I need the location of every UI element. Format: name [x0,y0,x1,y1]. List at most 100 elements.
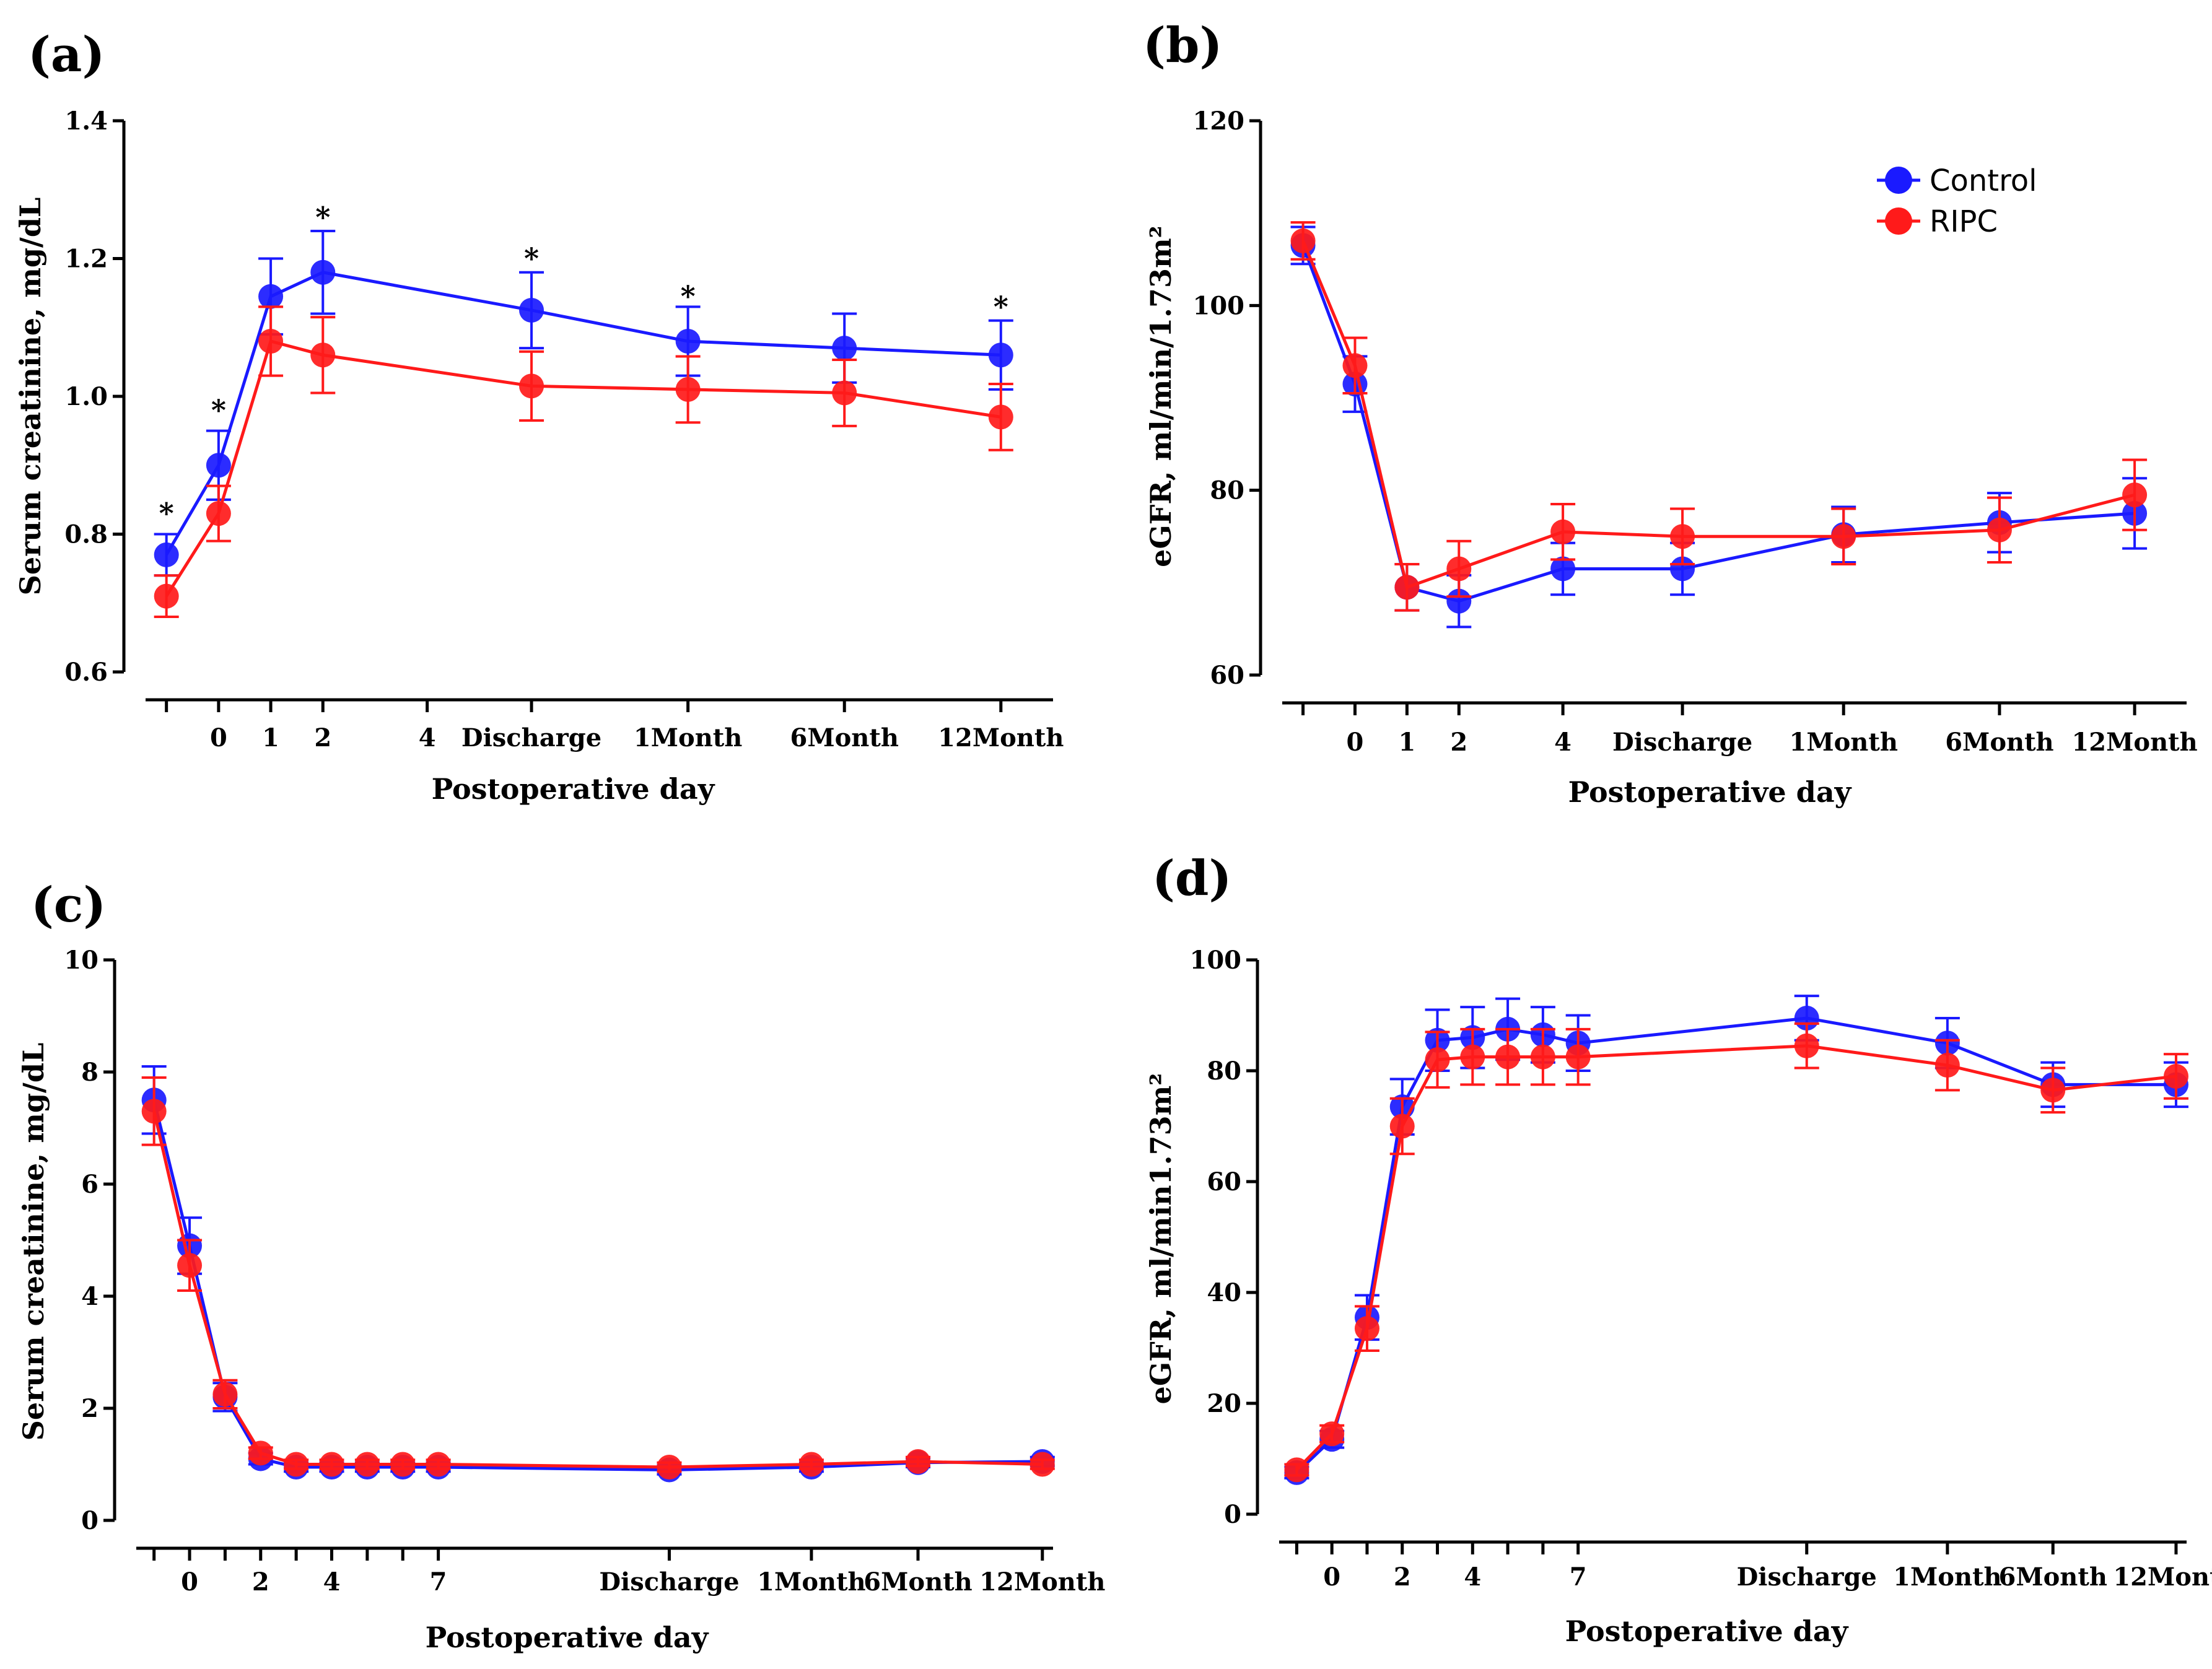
legend-control-marker [1885,167,1912,194]
series-ripc-point [1446,556,1472,582]
legend: Control RIPC [1877,163,2037,239]
y-tick-label: 20 [1207,1389,1241,1418]
series-control-point [154,542,179,567]
x-tick-label: 6Month [1945,728,2053,757]
series-ripc-point [310,342,336,368]
series-control-line [165,271,1001,556]
series-ripc-point [390,1452,416,1477]
y-tick-label: 0 [1224,1500,1241,1529]
series-control-point [519,297,544,323]
series-ripc-point [1319,1421,1345,1447]
series-ripc-point [832,380,857,406]
x-tick-label: 4 [1464,1562,1481,1592]
chart-a-creatinine: 0.6 0.8 1.0 1.2 1.4 0 1 2 4 Discharge 1Month 6Month… [14,107,1064,806]
x-tick-label: Discharge [461,723,601,752]
series-ripc-point [1831,524,1856,549]
series-ripc-point [1354,1316,1379,1341]
x-axis-title: Postoperative day [432,772,715,806]
legend-ripc-marker [1885,207,1912,235]
y-tick-label: 10 [64,946,98,975]
series-ripc-point [319,1452,344,1477]
y-axis-title: eGFR, ml/min1.73m² [1144,1073,1178,1405]
significance-marker: * [211,393,226,427]
x-axis-title: Postoperative day [426,1621,709,1654]
y-tick-label: 4 [81,1282,98,1311]
y-tick-label: 60 [1210,661,1244,690]
x-tick-label: 4 [1554,728,1572,757]
y-tick-label: 80 [1210,476,1244,505]
series-ripc-point [354,1452,380,1477]
series-ripc-point [1934,1053,1960,1078]
x-tick-label: 2 [1450,728,1467,757]
x-tick-label: 2 [314,723,331,752]
series-ripc-point [258,329,284,354]
series-ripc-point [1794,1033,1819,1058]
panel-label-d: (d) [1152,850,1231,907]
x-tick-label: 6Month [790,723,898,752]
series-ripc-point [1342,353,1368,378]
y-axis-title: eGFR, ml/min/1.73m² [1144,225,1178,567]
series-ripc-point [906,1449,931,1474]
panel-label-a: (a) [28,27,105,83]
series-ripc-point [657,1455,682,1480]
series-ripc-point [1029,1452,1055,1477]
series-ripc-point [675,377,701,402]
x-tick-label: 6Month [1999,1562,2107,1592]
series-ripc-point [141,1099,167,1124]
series-ripc-point [284,1452,309,1477]
series-ripc-point [426,1452,451,1477]
y-tick-label: 40 [1207,1278,1241,1307]
panel-label-c: (c) [31,877,106,933]
series-control-line [1301,245,2135,603]
x-tick-label: 1Month [1893,1562,2001,1592]
series-ripc-point [1550,519,1576,544]
series-control-point [1670,556,1695,582]
y-tick-label: 6 [81,1170,98,1199]
x-axis-title: Postoperative day [1568,775,1852,809]
series-ripc-line [152,1110,1043,1469]
x-tick-label: 2 [252,1567,269,1597]
x-tick-label: 1 [262,723,279,752]
x-tick-label: 12Month [979,1567,1105,1597]
x-tick-label: 12Month [2113,1562,2212,1592]
significance-marker: * [994,290,1008,323]
y-tick-label: 0.8 [64,520,108,549]
series-ripc-point [2122,482,2148,508]
x-tick-label: 1 [1398,728,1415,757]
series-ripc-point [2163,1063,2188,1089]
series-ripc-point [1389,1113,1415,1139]
y-tick-label: 80 [1207,1057,1241,1086]
x-tick-label: 4 [419,723,436,752]
y-tick-label: 8 [81,1058,98,1087]
significance-marker: * [524,242,539,276]
y-tick-label: 0 [81,1506,98,1535]
series-ripc-point [1394,575,1420,600]
series-ripc-point [1290,228,1316,253]
panel-label-b: (b) [1143,17,1222,74]
legend-ripc-label: RIPC [1930,204,1998,239]
series-ripc-point [1565,1044,1591,1070]
y-tick-label: 0.6 [64,658,108,687]
series-ripc-point [1530,1044,1555,1070]
y-tick-label: 1.4 [64,107,108,136]
y-tick-label: 2 [81,1394,98,1423]
series-ripc-point [206,501,231,526]
series-control-point [206,453,231,478]
series-ripc-point [519,373,544,399]
series-control-point [832,336,857,361]
series-control-point [310,259,336,285]
x-tick-label: 1Month [757,1567,865,1597]
x-tick-label: 0 [181,1567,198,1597]
y-tick-label: 100 [1193,291,1245,320]
chart-b-egfr: 60 80 100 120 0 1 2 4 Discharge 1Month 6Month 12Mon… [1144,107,2198,809]
x-tick-label: 1Month [634,723,742,752]
series-ripc-point [212,1382,238,1407]
significance-marker: * [159,497,174,530]
series-control-point [675,329,701,354]
x-tick-label: 2 [1394,1562,1411,1592]
x-tick-label: 0 [1323,1562,1340,1592]
series-ripc-point [1460,1044,1485,1070]
